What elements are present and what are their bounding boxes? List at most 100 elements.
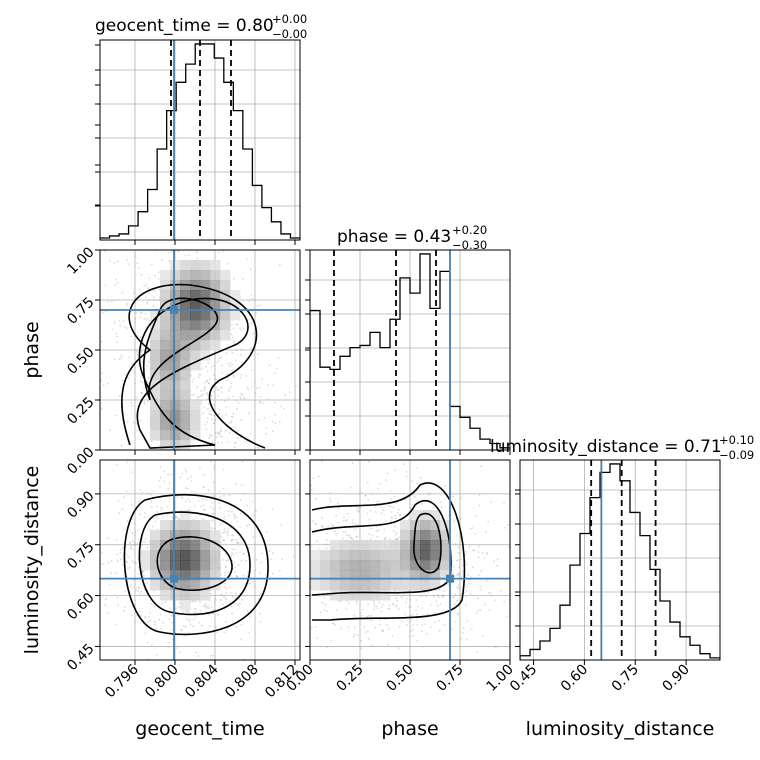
- sample-point: [375, 530, 378, 532]
- sample-point: [169, 607, 172, 609]
- sample-point: [113, 358, 116, 361]
- sample-point: [205, 606, 207, 608]
- sample-point: [139, 513, 141, 516]
- sample-point: [265, 427, 267, 429]
- density-cell: [150, 550, 161, 561]
- sample-point: [249, 582, 252, 585]
- sample-point: [130, 401, 133, 404]
- density-cell: [380, 590, 391, 601]
- sample-point: [480, 465, 483, 468]
- sample-point: [495, 646, 497, 649]
- sample-point: [380, 606, 383, 609]
- sample-point: [237, 402, 240, 405]
- sample-point: [408, 635, 411, 638]
- sample-point: [236, 541, 238, 544]
- sample-point: [421, 630, 424, 632]
- sample-point: [398, 536, 400, 539]
- sample-point: [186, 618, 189, 621]
- sample-point: [247, 412, 250, 415]
- x-tick-label: 0.50: [383, 662, 416, 695]
- sample-point: [162, 516, 165, 518]
- ylabel-phase: phase: [21, 321, 43, 378]
- sample-point: [210, 460, 213, 463]
- title-geocent-time-sub: −0.00: [272, 27, 307, 41]
- sample-point: [376, 607, 379, 610]
- density-cell: [170, 530, 181, 541]
- sample-point: [195, 608, 197, 610]
- sample-point: [204, 602, 207, 605]
- density-cell: [180, 510, 191, 521]
- sample-point: [373, 608, 375, 611]
- sample-point: [469, 592, 472, 595]
- sample-point: [167, 488, 170, 490]
- sample-point: [143, 574, 146, 577]
- sample-point: [160, 466, 162, 468]
- sample-point: [127, 556, 130, 558]
- sample-point: [321, 460, 323, 463]
- sample-point: [224, 518, 227, 521]
- panel-phase-vs-geocent-time: 0.00 0.25 0.50 0.75 1.00: [64, 244, 301, 478]
- sample-point: [175, 647, 178, 650]
- sample-point: [477, 551, 480, 554]
- sample-point: [204, 509, 207, 511]
- sample-point: [240, 638, 243, 641]
- density-cell: [430, 510, 441, 521]
- sample-point: [185, 470, 188, 473]
- sample-point: [220, 599, 222, 601]
- contour-line: [156, 536, 233, 592]
- sample-point: [159, 476, 162, 479]
- sample-point: [222, 468, 225, 471]
- sample-point: [119, 324, 122, 327]
- sample-point: [135, 543, 137, 546]
- sample-point: [223, 531, 226, 534]
- density-cell: [410, 570, 421, 581]
- sample-point: [231, 415, 233, 418]
- sample-point: [102, 311, 104, 314]
- sample-point: [395, 517, 398, 520]
- sample-point: [396, 453, 398, 455]
- sample-point: [141, 392, 143, 395]
- sample-point: [439, 501, 442, 503]
- sample-point: [143, 512, 146, 514]
- sample-point: [104, 284, 107, 287]
- sample-point: [116, 260, 119, 263]
- density-cell: [380, 560, 391, 571]
- density-cell: [150, 350, 161, 361]
- density-cell: [150, 570, 161, 581]
- sample-point: [228, 365, 231, 368]
- density-cell: [320, 560, 331, 571]
- sample-point: [244, 440, 247, 443]
- contours: [123, 494, 269, 636]
- sample-point: [170, 473, 173, 476]
- sample-point: [236, 575, 239, 578]
- sample-point: [479, 609, 482, 612]
- sample-point: [215, 432, 218, 434]
- sample-point: [339, 600, 342, 603]
- sample-point: [227, 262, 229, 265]
- sample-point: [160, 509, 163, 512]
- contour-line: [413, 512, 442, 574]
- density-cell: [350, 590, 361, 601]
- density-cell: [190, 300, 201, 311]
- sample-point: [211, 454, 213, 456]
- sample-point: [225, 560, 228, 562]
- sample-point: [209, 506, 212, 508]
- sample-point: [400, 595, 403, 598]
- sample-point: [196, 251, 199, 254]
- density-cell: [220, 280, 231, 291]
- sample-point: [249, 432, 252, 435]
- sample-point: [470, 527, 472, 530]
- density-cell: [360, 590, 371, 601]
- sample-point: [202, 605, 205, 608]
- sample-point: [360, 640, 362, 642]
- sample-point: [338, 522, 340, 524]
- sample-point: [442, 595, 445, 598]
- sample-point: [228, 422, 230, 424]
- sample-point: [256, 446, 259, 449]
- density-cell: [430, 540, 441, 551]
- sample-point: [441, 596, 443, 598]
- sample-point: [246, 575, 249, 578]
- sample-point: [478, 504, 481, 507]
- sample-point: [212, 454, 214, 456]
- sample-point: [259, 571, 262, 574]
